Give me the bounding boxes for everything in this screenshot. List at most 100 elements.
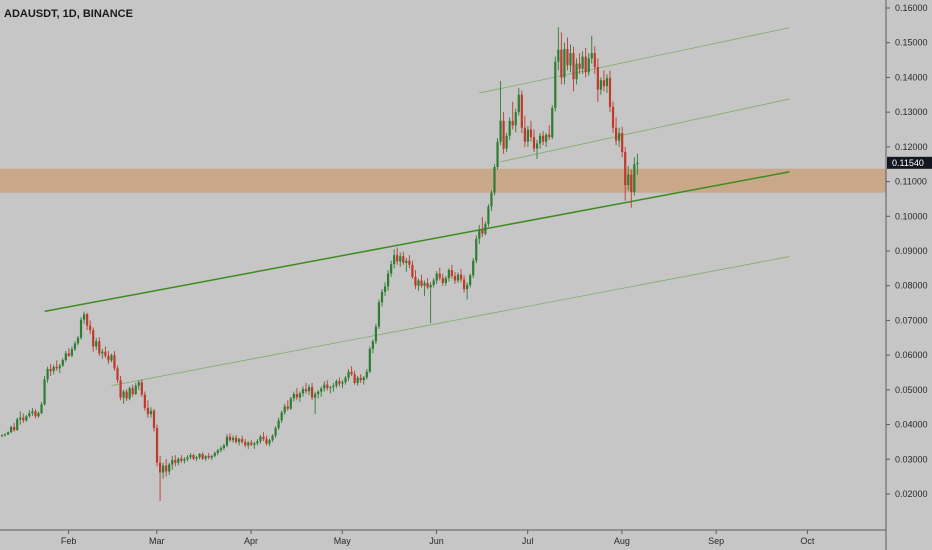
candle-body: [383, 286, 387, 292]
candle-body: [493, 166, 496, 193]
candle: [545, 132, 548, 147]
candle: [435, 271, 438, 284]
trendline-layer: [44, 27, 790, 387]
candle: [630, 169, 633, 208]
candle-body: [49, 369, 52, 372]
candle-body: [198, 454, 201, 458]
candle: [621, 126, 624, 158]
candle: [320, 386, 323, 397]
candle-body: [131, 388, 134, 395]
candle-body: [31, 411, 34, 414]
candle: [633, 157, 636, 196]
candle: [377, 299, 381, 330]
candle: [444, 275, 447, 286]
candle: [183, 457, 186, 464]
candle: [596, 58, 599, 102]
last-price-label: 0.11540: [887, 156, 932, 169]
candle: [104, 346, 107, 358]
candle-body: [207, 456, 210, 458]
candle-body: [566, 48, 569, 66]
candle: [396, 247, 399, 265]
candle-body: [204, 456, 207, 459]
candle: [137, 380, 140, 390]
candle: [581, 51, 584, 74]
candle-body: [633, 164, 636, 192]
candle-body: [353, 374, 356, 383]
candle-body: [222, 445, 226, 449]
candle: [277, 417, 280, 430]
candle-body: [253, 443, 256, 445]
candle-body: [186, 457, 189, 460]
candle-body: [402, 256, 405, 263]
candle-body: [146, 407, 150, 415]
candle-body: [511, 120, 514, 126]
candle: [453, 271, 457, 284]
candle-body: [368, 348, 371, 372]
candle-body: [365, 371, 368, 378]
candle-body: [514, 112, 517, 126]
candle: [496, 138, 499, 170]
candle-body: [462, 279, 466, 290]
candle: [259, 434, 262, 444]
candle: [98, 337, 101, 356]
candle: [611, 101, 615, 133]
candle-body: [499, 120, 502, 142]
candle: [186, 455, 189, 462]
candle: [244, 439, 247, 448]
candle: [514, 108, 517, 133]
candle: [405, 257, 408, 272]
candle: [268, 438, 271, 447]
candle: [298, 391, 302, 403]
candle-body: [469, 275, 472, 286]
candle-body: [614, 127, 618, 141]
candle: [475, 235, 478, 264]
time-axis[interactable]: Feb Mar Apr May Jun Jul Aug Sep Oct: [61, 530, 815, 546]
candle: [49, 363, 52, 376]
candle-body: [168, 464, 171, 472]
candle: [25, 414, 28, 422]
candle-body: [231, 437, 235, 441]
candle: [447, 268, 450, 282]
candle-body: [484, 223, 487, 234]
candle-body: [466, 285, 469, 290]
candle-body: [362, 377, 365, 381]
price-tick-label: 0.04000: [895, 420, 928, 430]
candle: [19, 411, 22, 425]
candle-body: [244, 441, 247, 446]
candle-body: [310, 387, 314, 398]
candle: [493, 164, 496, 196]
candle-body: [219, 448, 222, 451]
candle: [198, 453, 201, 460]
candle-body: [234, 437, 238, 442]
candle-body: [283, 406, 286, 413]
candle: [393, 249, 396, 269]
candle-body: [608, 78, 612, 107]
candle-body: [189, 455, 192, 458]
candle-body: [262, 436, 265, 440]
candle: [155, 424, 159, 467]
candle-body: [502, 120, 505, 149]
candle-body: [542, 135, 545, 142]
candle: [234, 434, 238, 444]
candle: [256, 439, 259, 446]
price-axis[interactable]: 0.16000 0.15000 0.14000 0.13000 0.12000 0.110…: [886, 3, 928, 499]
candle-body: [165, 465, 168, 472]
candle: [122, 389, 125, 404]
candle-body: [344, 377, 347, 383]
candle: [149, 407, 153, 418]
candle: [402, 251, 405, 265]
candle: [238, 437, 241, 446]
candle: [362, 375, 365, 385]
candle-body: [307, 387, 311, 392]
chart-title: ADAUSDT, 1D, BINANCE: [4, 8, 133, 20]
candle-body: [441, 278, 444, 283]
candle-body: [265, 439, 268, 444]
price-tick-label: 0.06000: [895, 350, 928, 360]
candle: [143, 391, 146, 411]
candle-body: [396, 255, 399, 262]
candle-body: [22, 417, 25, 421]
candle: [274, 426, 277, 438]
